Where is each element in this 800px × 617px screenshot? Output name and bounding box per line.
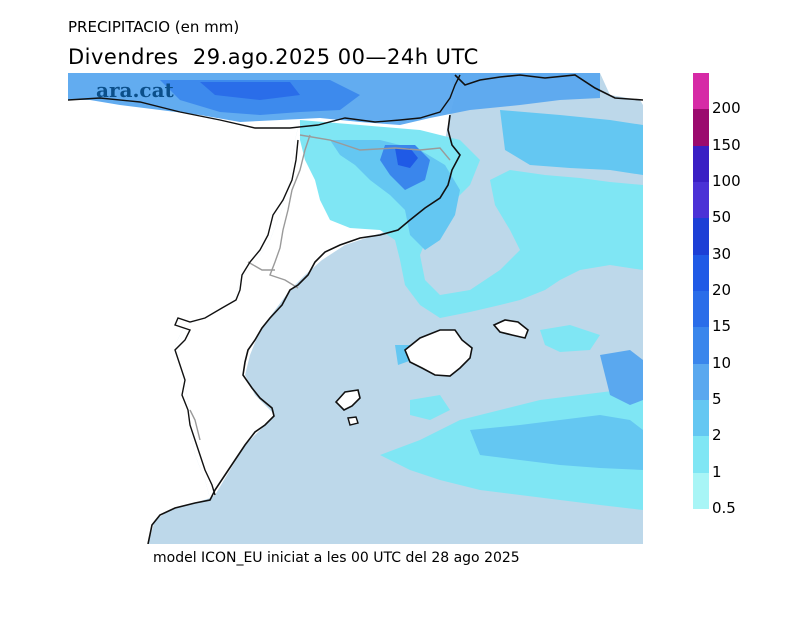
coastline-mainland [454, 74, 643, 101]
legend-swatch [693, 73, 709, 110]
legend-swatch [693, 218, 709, 255]
legend-swatch [693, 363, 709, 400]
region-border-4 [189, 409, 201, 441]
island-formentera [347, 416, 359, 426]
region-border-2 [299, 134, 451, 161]
coastline-catalonia [147, 114, 461, 544]
island-ibiza [334, 389, 361, 411]
legend-swatch [693, 436, 709, 473]
legend-swatch [693, 145, 709, 182]
legend-swatch [693, 472, 709, 509]
precip-field [68, 73, 643, 510]
legend-colorbar [693, 73, 709, 509]
legend-label: 20 [712, 281, 732, 299]
legend-label: 10 [712, 353, 732, 372]
legend-label: 50 [712, 208, 732, 227]
land-france [450, 73, 643, 105]
legend-swatch [693, 109, 709, 146]
legend-swatch [693, 290, 709, 328]
brand-logo: ara.cat [96, 78, 174, 102]
island-menorca [492, 319, 529, 339]
chart-title: Divendres 29.ago.2025 00—24h UTC [68, 45, 479, 69]
legend-label: 2 [712, 426, 722, 445]
chart-subtitle: PRECIPITACIO (en mm) [68, 18, 240, 36]
coastline-pyrenees [68, 74, 461, 129]
legend-label: 100 [712, 172, 741, 190]
land-mainland [68, 73, 300, 544]
model-footer: model ICON_EU iniciat a les 00 UTC del 2… [153, 550, 520, 566]
region-border [269, 134, 311, 289]
region-border-3 [247, 261, 275, 271]
legend-label: 30 [712, 244, 732, 263]
coastline-inland [174, 139, 299, 496]
legend-label: 150 [712, 135, 741, 154]
legend-label: 200 [712, 99, 741, 118]
legend-label: 15 [712, 317, 732, 336]
legend-label: 1 [712, 462, 722, 481]
legend-swatch [693, 181, 709, 219]
legend-label: 0.5 [712, 499, 736, 517]
legend-swatch [693, 254, 709, 291]
legend-swatch [693, 327, 709, 364]
legend-swatch [693, 399, 709, 437]
island-mallorca [404, 329, 473, 377]
legend-label: 5 [712, 390, 722, 408]
